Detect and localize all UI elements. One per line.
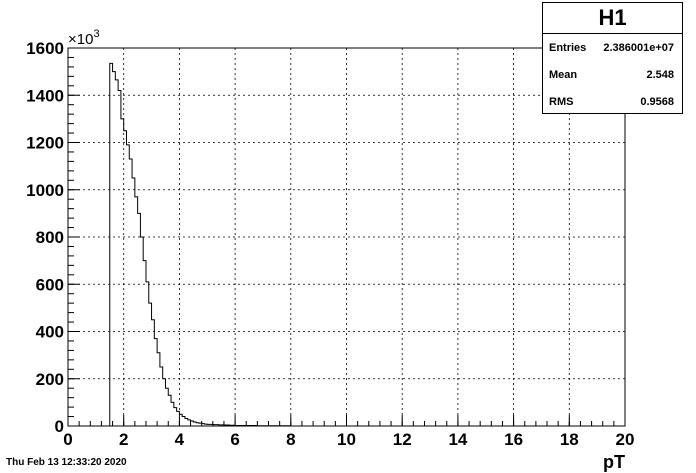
x-tick-label: 4	[175, 430, 185, 449]
stats-value: 2.386001e+07	[603, 41, 674, 54]
x-tick-label: 6	[230, 430, 239, 449]
x-tick-label: 20	[616, 430, 635, 449]
stats-title: H1	[543, 3, 682, 34]
stats-row-rms: RMS 0.9568	[543, 88, 682, 115]
histogram-bin	[129, 159, 132, 426]
stats-label: Entries	[549, 41, 587, 54]
stats-row-entries: Entries 2.386001e+07	[543, 34, 682, 61]
histogram-bin	[118, 91, 121, 426]
histogram-bins	[109, 62, 297, 427]
y-tick-label: 1600	[26, 39, 64, 58]
x-tick-label: 12	[393, 430, 412, 449]
histogram-bin	[149, 303, 152, 426]
timestamp: Thu Feb 13 12:33:20 2020	[6, 457, 127, 468]
histogram-bin	[135, 197, 138, 426]
x-tick-label: 0	[63, 430, 72, 449]
histogram-outline	[109, 62, 297, 427]
y-tick-label: 0	[55, 417, 64, 436]
y-tick-label: 1400	[26, 86, 64, 105]
stats-value: 2.548	[646, 68, 674, 81]
stats-label: RMS	[549, 95, 574, 108]
histogram-bin	[126, 145, 129, 426]
y-tick-label: 800	[36, 228, 64, 247]
histogram-bin	[132, 178, 135, 426]
x-tick-label: 16	[504, 430, 523, 449]
stats-row-mean: Mean 2.548	[543, 61, 682, 88]
y-tick-label: 400	[36, 323, 64, 342]
x-tick-label: 14	[448, 430, 467, 449]
x-axis-ticks: 0 2 4 6 8 10 12 14 16 18 20	[63, 415, 634, 449]
x-tick-label: 2	[119, 430, 128, 449]
histogram-bin	[121, 119, 124, 426]
x-tick-label: 10	[337, 430, 356, 449]
x-tick-label: 18	[560, 430, 579, 449]
y-axis-ticks: 0 200 400 600 800 1000 1200 1400 1600	[26, 39, 80, 436]
y-tick-label: 600	[36, 275, 64, 294]
histogram-bin	[138, 213, 141, 426]
grid-lines	[68, 48, 625, 426]
stats-box: H1 Entries 2.386001e+07 Mean 2.548 RMS 0…	[542, 2, 683, 114]
stats-label: Mean	[549, 68, 578, 81]
y-tick-label: 1200	[26, 134, 64, 153]
y-tick-label: 200	[36, 370, 64, 389]
histogram-bin	[124, 131, 127, 426]
stats-value: 0.9568	[640, 95, 674, 108]
x-tick-label: 8	[286, 430, 295, 449]
histogram-bin	[140, 237, 143, 426]
y-tick-label: 1000	[26, 181, 64, 200]
histogram-bin	[113, 72, 116, 426]
x-axis-label: pT	[603, 452, 625, 472]
y-scale-label: ×103	[68, 28, 100, 48]
histogram-bin	[143, 261, 146, 426]
histogram-bin	[115, 80, 118, 426]
